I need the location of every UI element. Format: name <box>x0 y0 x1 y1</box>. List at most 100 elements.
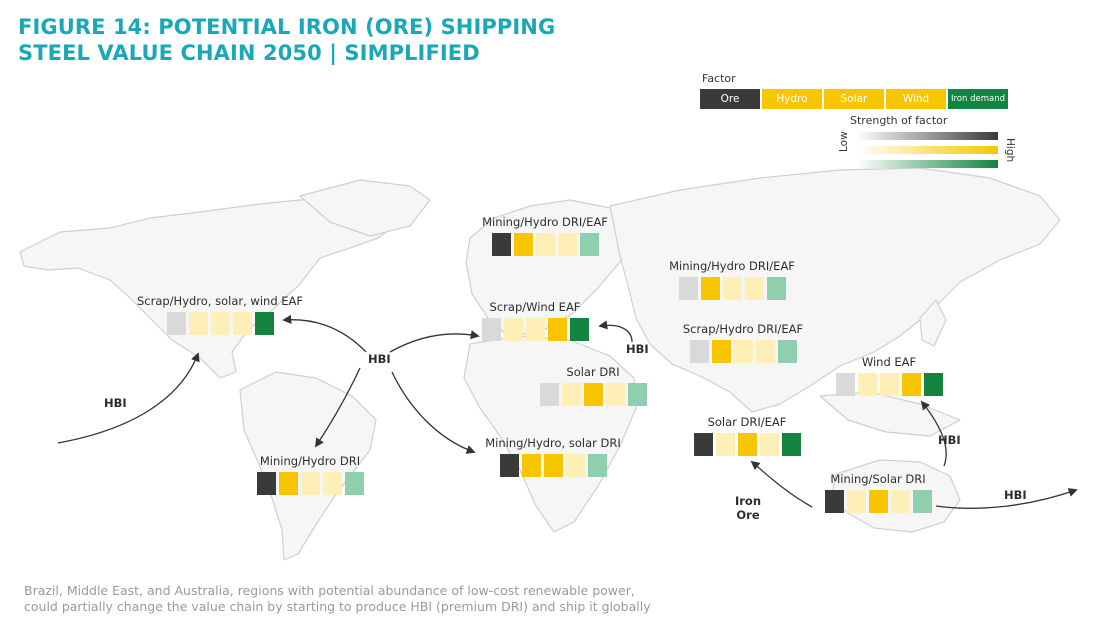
region-southern-africa: Mining/Hydro, solar DRI <box>468 436 638 477</box>
factor-cell-solar <box>300 472 320 495</box>
flow-arrow-brazil-to-south-america <box>314 367 361 448</box>
factor-cell-solar <box>733 340 753 363</box>
factor-cell-wind <box>565 454 585 477</box>
factor-cells <box>470 318 600 341</box>
legend-factor-hydro: Hydro <box>762 89 822 109</box>
strength-gradient-renewable <box>856 146 998 154</box>
factor-cell-solar <box>879 373 899 396</box>
figure-title: FIGURE 14: POTENTIAL IRON (ORE) SHIPPING… <box>18 14 555 66</box>
factor-cells <box>245 472 375 495</box>
region-australia: Mining/Solar DRI <box>813 472 943 513</box>
region-india: Solar DRI/EAF <box>682 415 812 456</box>
factor-cell-solar <box>210 312 230 335</box>
region-south-america: Mining/Hydro DRI <box>245 454 375 495</box>
region-label: Scrap/Hydro DRI/EAF <box>682 322 804 336</box>
flow-arrow-middle-east-to-europe <box>598 320 633 343</box>
legend-factor-iron-demand: Iron demand <box>948 89 1008 109</box>
factor-cell-iron-demand <box>254 312 274 335</box>
factor-cell-solar <box>525 318 545 341</box>
factor-cells <box>824 373 954 396</box>
continent-southeast-asia <box>819 391 961 437</box>
legend: Factor Ore Hydro Solar Wind Iron demand … <box>700 72 1020 168</box>
continent-north-america <box>19 195 401 379</box>
factor-cell-iron-demand <box>569 318 589 341</box>
flow-label-hbi-pacific: HBI <box>1004 488 1027 502</box>
factor-cell-ore <box>539 383 559 406</box>
region-label: Solar DRI/EAF <box>707 415 787 429</box>
region-central-asia: Scrap/Hydro DRI/EAF <box>668 322 818 363</box>
region-label: Wind EAF <box>861 355 917 369</box>
footnote: Brazil, Middle East, and Australia, regi… <box>24 583 744 615</box>
region-north-america: Scrap/Hydro, solar, wind EAF <box>120 294 320 335</box>
legend-title: Factor <box>702 72 736 85</box>
strength-high-label: High <box>1004 138 1016 163</box>
factor-cell-solar <box>722 277 742 300</box>
factor-cell-ore <box>835 373 855 396</box>
flow-label-hbi-europe: HBI <box>626 342 649 356</box>
region-label: Scrap/Wind EAF <box>489 300 581 314</box>
factor-cell-ore <box>689 340 709 363</box>
factor-cell-hydro <box>711 340 731 363</box>
factor-cell-ore <box>499 454 519 477</box>
factor-cell-ore <box>491 233 511 256</box>
factor-cell-iron-demand <box>923 373 943 396</box>
factor-cells <box>813 490 943 513</box>
factor-cell-iron-demand <box>627 383 647 406</box>
factor-cell-wind <box>232 312 252 335</box>
legend-factor-ore: Ore <box>700 89 760 109</box>
factor-cell-hydro <box>513 233 533 256</box>
factor-cell-hydro <box>846 490 866 513</box>
region-russia: Mining/Hydro DRI/EAF <box>662 259 802 300</box>
flow-label-hbi-atlantic: HBI <box>104 396 127 410</box>
factor-cells <box>468 454 638 477</box>
factor-cell-solar <box>535 233 555 256</box>
factor-cell-wind <box>322 472 342 495</box>
factor-cell-wind <box>759 433 779 456</box>
factor-cell-hydro <box>503 318 523 341</box>
factor-cell-hydro <box>561 383 581 406</box>
flow-label-iron-ore: Iron Ore <box>728 494 768 522</box>
region-scandinavia: Mining/Hydro DRI/EAF <box>480 215 610 256</box>
factor-cell-wind <box>901 373 921 396</box>
continent-japan <box>919 299 947 347</box>
flow-label-hbi-asia: HBI <box>938 433 961 447</box>
flow-arrow-australia-to-india <box>750 460 813 508</box>
factor-cells <box>120 312 320 335</box>
factor-cells <box>668 340 818 363</box>
factor-cell-ore <box>678 277 698 300</box>
factor-cell-solar <box>868 490 888 513</box>
factor-cell-hydro <box>715 433 735 456</box>
factor-cell-solar <box>737 433 757 456</box>
region-middle-east: Solar DRI <box>528 365 658 406</box>
factor-cell-ore <box>166 312 186 335</box>
factor-cell-solar <box>583 383 603 406</box>
factor-cell-solar <box>543 454 563 477</box>
strength-title: Strength of factor <box>850 114 948 127</box>
flow-label-hbi-brazil: HBI <box>368 352 391 366</box>
factor-cell-hydro <box>521 454 541 477</box>
region-label: Mining/Hydro DRI <box>259 454 361 468</box>
region-east-asia: Wind EAF <box>824 355 954 396</box>
factor-cell-wind <box>744 277 764 300</box>
factor-cell-wind <box>605 383 625 406</box>
flow-arrow-australia-to-east-asia <box>920 400 947 467</box>
title-line-1: FIGURE 14: POTENTIAL IRON (ORE) SHIPPING <box>18 15 556 39</box>
factor-cell-iron-demand <box>912 490 932 513</box>
factor-cell-hydro <box>278 472 298 495</box>
footnote-line-1: Brazil, Middle East, and Australia, regi… <box>24 583 635 598</box>
factor-cells <box>682 433 812 456</box>
region-label: Scrap/Hydro, solar, wind EAF <box>136 294 304 308</box>
factor-cell-iron-demand <box>781 433 801 456</box>
strength-gradient-demand <box>856 160 998 168</box>
continent-greenland <box>299 179 431 237</box>
strength-low-label: Low <box>838 131 850 152</box>
factor-cell-iron-demand <box>579 233 599 256</box>
factor-cell-wind <box>755 340 775 363</box>
factor-cell-hydro <box>700 277 720 300</box>
factor-cell-wind <box>547 318 567 341</box>
factor-cell-iron-demand <box>587 454 607 477</box>
factor-cells <box>528 383 658 406</box>
region-label: Mining/Hydro DRI/EAF <box>482 215 608 229</box>
flow-arrow-brazil-to-north-america <box>282 314 367 353</box>
strength-gradient-ore <box>856 132 998 140</box>
